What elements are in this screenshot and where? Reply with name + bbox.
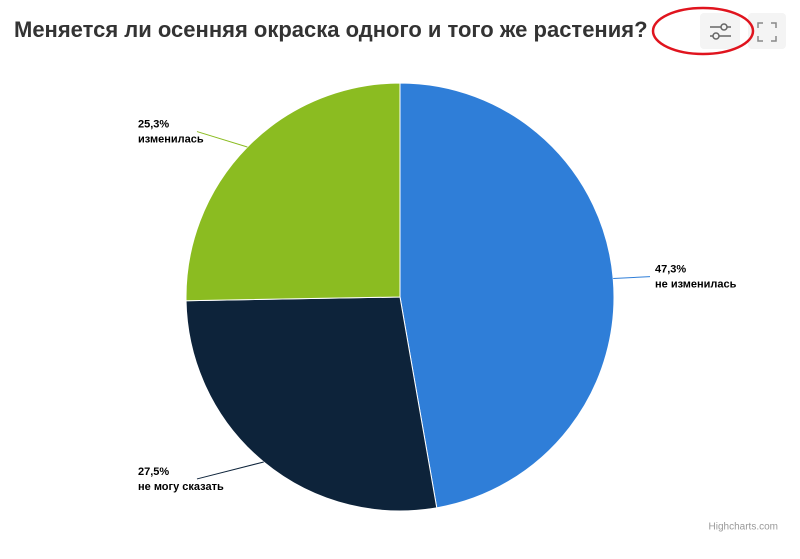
data-label-name: не могу сказать <box>138 481 224 493</box>
data-label-value: 27,5% <box>138 466 169 478</box>
pie-slice <box>185 296 438 512</box>
icon-knob <box>720 23 728 31</box>
pie: 47,3% не изменилась 27,5% не могу сказать 25… <box>138 82 737 512</box>
icon-knob <box>712 32 720 40</box>
icon <box>757 22 777 42</box>
pie-slice <box>185 82 401 302</box>
connector <box>196 461 264 480</box>
connector <box>613 276 651 280</box>
button-bg[interactable] <box>700 13 740 49</box>
pie-slice <box>399 82 615 509</box>
data-label-name: изменилась <box>138 133 204 145</box>
data-label-value: 25,3% <box>138 118 169 130</box>
credits: Highcharts.com <box>709 522 778 533</box>
chart-title: Меняется ли осенняя окраска одного и тог… <box>14 17 648 42</box>
fullscreen-button[interactable] <box>748 13 786 49</box>
settings-button[interactable] <box>700 13 740 49</box>
connector <box>196 131 248 148</box>
data-label-name: не изменилась <box>655 279 737 291</box>
highlight-annotation <box>651 6 755 56</box>
data-label-value: 47,3% <box>655 264 686 276</box>
